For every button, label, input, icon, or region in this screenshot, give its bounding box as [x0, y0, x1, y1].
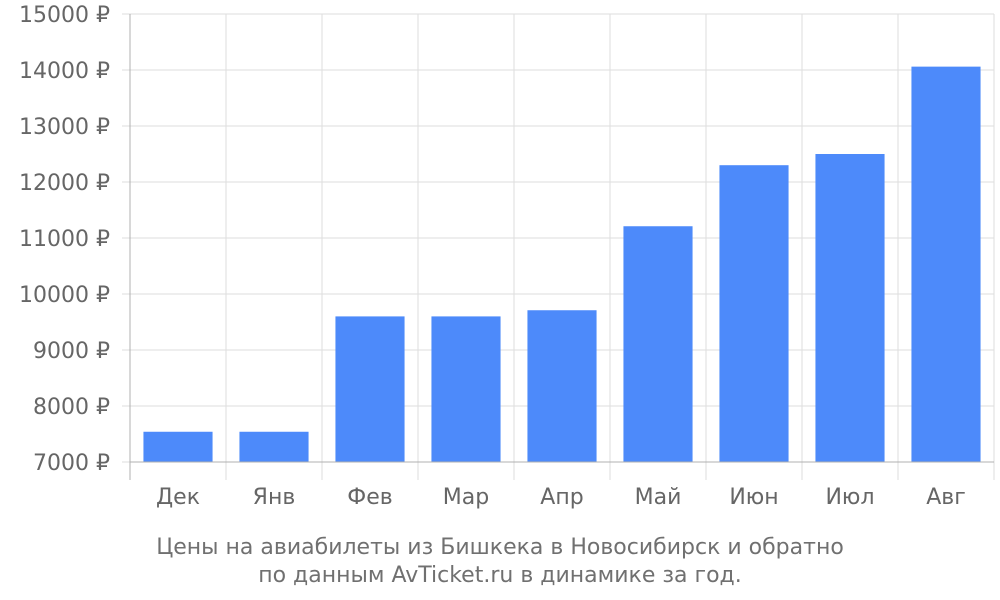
bar-3 [335, 316, 405, 462]
x-tick-label: Дек [156, 485, 200, 510]
y-tick-label: 8000 ₽ [33, 395, 110, 420]
y-tick-label: 9000 ₽ [33, 339, 110, 364]
y-tick-label: 13000 ₽ [19, 115, 110, 140]
x-tick-label: Фев [347, 485, 392, 510]
bar-7 [719, 165, 789, 462]
y-tick-label: 14000 ₽ [19, 59, 110, 84]
bar-8 [815, 154, 885, 462]
bar-2 [239, 431, 309, 462]
x-tick-label: Мар [443, 485, 489, 510]
tick-labels: 7000 ₽ 8000 ₽ 9000 ₽ 10000 ₽ 11000 ₽ 12000 ₽ 1… [19, 3, 966, 510]
x-tick-label: Авг [926, 485, 966, 510]
bar-6 [623, 226, 693, 462]
bar-9 [911, 66, 981, 462]
y-tick-label: 15000 ₽ [19, 3, 110, 28]
x-tick-label: Апр [540, 485, 583, 510]
y-tick-label: 10000 ₽ [19, 283, 110, 308]
x-tick-label: Июл [825, 485, 874, 510]
bar-4 [431, 316, 501, 462]
chart-caption-line-2: по данным AvTicket.ru в динамике за год. [258, 563, 742, 588]
grid [122, 13, 995, 480]
chart-caption-line-1: Цены на авиабилеты из Бишкека в Новосиби… [156, 535, 844, 560]
y-tick-label: 12000 ₽ [19, 171, 110, 196]
axes [129, 461, 994, 480]
x-tick-label: Янв [253, 485, 296, 510]
x-tick-label: Май [635, 485, 682, 510]
bars [143, 66, 981, 462]
y-tick-label: 11000 ₽ [19, 227, 110, 252]
y-tick-label: 7000 ₽ [33, 451, 110, 476]
bar-1 [143, 431, 213, 462]
bar-5 [527, 310, 597, 462]
x-tick-label: Июн [729, 485, 778, 510]
